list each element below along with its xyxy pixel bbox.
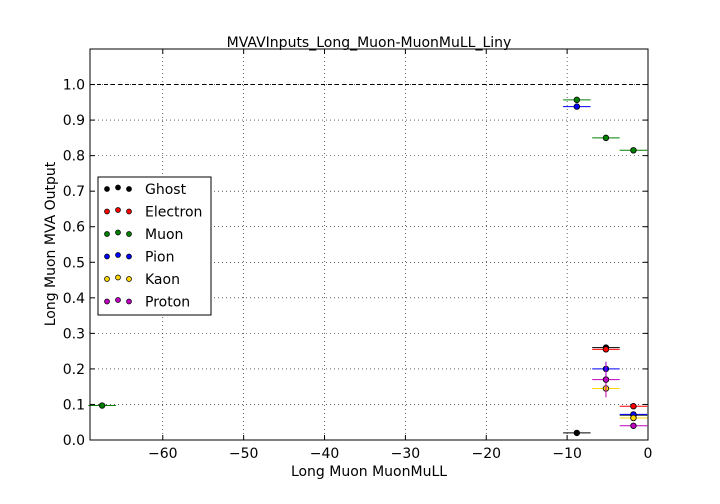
- marker: [573, 429, 581, 437]
- y-tick-label: 0.6: [63, 220, 85, 236]
- legend-marker: [115, 184, 121, 191]
- legend-marker: [126, 186, 132, 192]
- legend-entry-kaon: Kaon: [104, 272, 180, 288]
- marker: [573, 96, 581, 104]
- data-point-muon: [592, 134, 620, 142]
- data-point-electron: [619, 403, 648, 410]
- y-tick-label: 0.3: [63, 326, 85, 342]
- y-tick-label: 1.0: [63, 78, 85, 94]
- legend-marker: [126, 231, 132, 237]
- y-tick-label: 0.1: [63, 397, 85, 413]
- y-tick-label: 0.7: [63, 184, 85, 200]
- data-point-proton: [619, 422, 648, 429]
- y-tick-label: 0.9: [63, 113, 85, 129]
- legend-entry-ghost: Ghost: [104, 182, 187, 198]
- legend-marker: [115, 297, 121, 303]
- y-tick-label: 0.2: [63, 362, 85, 378]
- legend-marker: [104, 276, 110, 282]
- marker: [630, 422, 637, 429]
- marker: [602, 134, 610, 142]
- marker: [602, 346, 610, 353]
- x-axis-label: Long Muon MuonMuLL: [291, 464, 447, 480]
- legend-label: Ghost: [145, 182, 187, 198]
- legend-label: Pion: [145, 250, 174, 266]
- x-tick-label: −30: [391, 446, 421, 462]
- legend-marker: [115, 229, 121, 236]
- legend-label: Electron: [145, 205, 202, 221]
- legend-label: Muon: [145, 227, 183, 243]
- x-tick-label: −40: [310, 446, 340, 462]
- legend-label: Proton: [145, 295, 190, 311]
- x-tick-label: −10: [552, 446, 582, 462]
- legend-marker: [104, 208, 110, 215]
- x-tick-label: 0: [644, 446, 653, 462]
- y-tick-label: 0.0: [63, 433, 85, 449]
- y-tick-label: 0.8: [63, 149, 85, 165]
- x-tick-label: −50: [229, 446, 259, 462]
- legend-marker: [115, 274, 121, 281]
- legend-marker: [126, 276, 132, 282]
- marker: [98, 402, 106, 409]
- marker: [630, 147, 637, 154]
- legend-marker: [126, 208, 132, 215]
- legend-entry-muon: Muon: [104, 227, 183, 243]
- marker: [630, 403, 637, 410]
- legend-marker: [126, 298, 132, 305]
- chart-title: MVAVInputs_Long_Muon-MuonMuLL_Liny: [227, 35, 512, 51]
- legend-marker: [104, 298, 110, 305]
- data-point-electron: [592, 346, 620, 353]
- data-point-muon: [563, 96, 591, 104]
- legend-label: Kaon: [145, 272, 180, 288]
- y-tick-label: 0.5: [63, 255, 85, 271]
- data-point-muon: [619, 147, 648, 154]
- legend-entry-pion: Pion: [104, 250, 174, 266]
- data-point-ghost: [563, 429, 591, 437]
- data-point-kaon: [619, 414, 648, 422]
- legend-marker: [115, 252, 121, 258]
- legend-marker: [104, 186, 110, 192]
- legend-marker: [104, 231, 110, 237]
- data-point-pion: [563, 103, 591, 110]
- y-tick-label: 0.4: [63, 291, 85, 307]
- legend-entry-proton: Proton: [104, 295, 190, 311]
- x-tick-label: −20: [471, 446, 501, 462]
- y-axis-label: Long Muon MVA Output: [43, 161, 59, 326]
- legend: Ghost Electron Muon Pion Kaon Proton: [97, 176, 212, 316]
- marker: [573, 103, 581, 110]
- plot-frame: [89, 48, 649, 441]
- x-tick-label: −60: [148, 446, 178, 462]
- legend-marker: [115, 207, 121, 213]
- legend-marker: [126, 253, 132, 260]
- data-point-proton: [592, 361, 620, 398]
- marker: [602, 376, 610, 383]
- legend-frame: [97, 176, 212, 316]
- legend-marker: [104, 253, 110, 260]
- marker: [630, 414, 637, 422]
- legend-entry-electron: Electron: [104, 205, 202, 221]
- data-point-muon: [88, 402, 116, 409]
